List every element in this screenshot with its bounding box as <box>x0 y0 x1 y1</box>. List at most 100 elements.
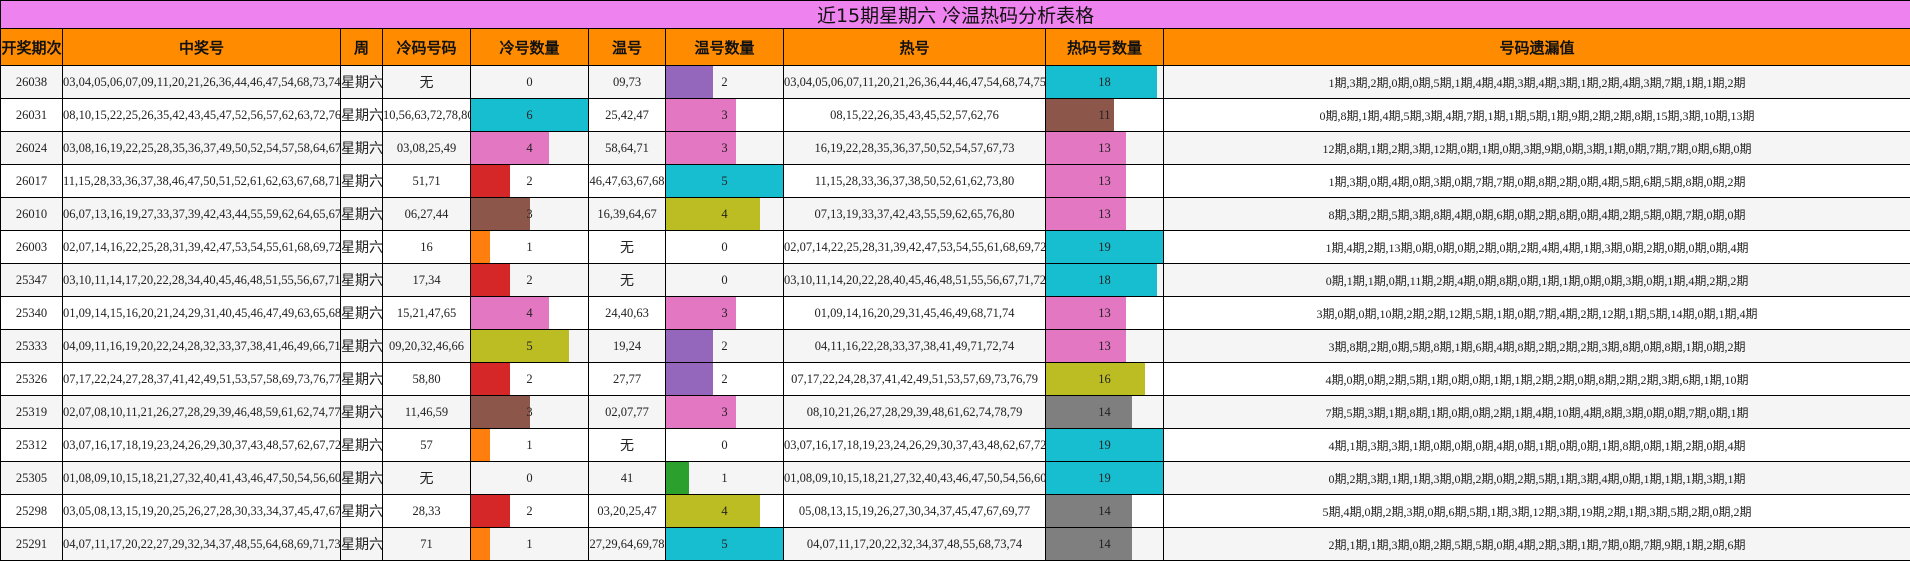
cold-count: 1 <box>470 230 589 264</box>
hot-numbers: 01,08,09,10,15,18,21,27,32,40,43,46,47,5… <box>783 461 1046 495</box>
issue-number: 25347 <box>0 263 63 297</box>
warm-count-value: 3 <box>721 140 728 155</box>
cold-count-value: 1 <box>526 437 533 452</box>
cold-numbers: 无 <box>382 65 471 99</box>
warm-count: 3 <box>665 131 784 165</box>
winning-numbers: 04,07,11,17,20,22,27,29,32,34,37,48,55,6… <box>62 527 341 561</box>
issue-number: 25326 <box>0 362 63 396</box>
cold-count-bar <box>471 396 530 428</box>
cold-count-bar <box>471 198 530 230</box>
cold-numbers: 17,34 <box>382 263 471 297</box>
warm-count-bar <box>666 132 737 164</box>
cold-count: 0 <box>470 461 589 495</box>
warm-count: 0 <box>665 230 784 264</box>
hot-numbers: 01,09,14,16,20,29,31,45,46,49,68,71,74 <box>783 296 1046 330</box>
cold-count: 2 <box>470 164 589 198</box>
hot-count-value: 18 <box>1098 272 1111 287</box>
warm-numbers: 无 <box>588 263 666 297</box>
cold-count-bar <box>471 165 510 197</box>
warm-count-value: 0 <box>721 239 728 254</box>
cold-count: 2 <box>470 263 589 297</box>
hot-count: 13 <box>1045 197 1164 231</box>
weekday: 星期六 <box>340 461 383 495</box>
cold-count-value: 4 <box>526 140 533 155</box>
hot-numbers: 04,11,16,22,28,33,37,38,41,49,71,72,74 <box>783 329 1046 363</box>
cold-count-value: 6 <box>526 107 533 122</box>
table-row: 25305 01,08,09,10,15,18,21,27,32,40,41,43… <box>0 461 1910 495</box>
table-row: 25298 03,05,08,13,15,19,20,25,26,27,28,30… <box>0 494 1910 528</box>
hot-count: 13 <box>1045 329 1164 363</box>
weekday: 星期六 <box>340 164 383 198</box>
hot-count-value: 13 <box>1098 140 1111 155</box>
missing-values: 12期,8期,1期,2期,3期,12期,0期,1期,0期,3期,9期,0期,3期… <box>1162 131 1910 165</box>
hot-count-bar <box>1046 132 1127 164</box>
table-row: 25319 02,07,08,10,11,21,26,27,28,29,39,46… <box>0 395 1910 429</box>
warm-count: 0 <box>665 428 784 462</box>
missing-values: 0期,1期,1期,0期,11期,2期,4期,0期,8期,0期,1期,1期,0期,… <box>1162 263 1910 297</box>
warm-numbers: 19,24 <box>588 329 666 363</box>
table-row: 25340 01,09,14,15,16,20,21,24,29,31,40,45… <box>0 296 1910 330</box>
hot-numbers: 03,04,05,06,07,11,20,21,26,36,44,46,47,5… <box>783 65 1046 99</box>
warm-count: 2 <box>665 329 784 363</box>
warm-count: 4 <box>665 197 784 231</box>
hot-count: 19 <box>1045 230 1164 264</box>
warm-numbers: 24,40,63 <box>588 296 666 330</box>
missing-values: 3期,0期,0期,10期,2期,2期,12期,5期,1期,0期,7期,4期,2期… <box>1162 296 1910 330</box>
hot-count-bar <box>1046 363 1145 395</box>
winning-numbers: 02,07,08,10,11,21,26,27,28,29,39,46,48,5… <box>62 395 341 429</box>
winning-numbers: 07,17,22,24,27,28,37,41,42,49,51,53,57,5… <box>62 362 341 396</box>
cold-count-bar <box>471 231 491 263</box>
warm-numbers: 无 <box>588 230 666 264</box>
table-row: 26024 03,08,16,19,22,25,28,35,36,37,49,50… <box>0 131 1910 165</box>
weekday: 星期六 <box>340 197 383 231</box>
hot-numbers: 08,15,22,26,35,43,45,52,57,62,76 <box>783 98 1046 132</box>
hot-numbers: 16,19,22,28,35,36,37,50,52,54,57,67,73 <box>783 131 1046 165</box>
warm-numbers: 25,42,47 <box>588 98 666 132</box>
winning-numbers: 01,09,14,15,16,20,21,24,29,31,40,45,46,4… <box>62 296 341 330</box>
cold-count-bar <box>471 264 510 296</box>
warm-count-value: 5 <box>721 173 728 188</box>
header-winning-numbers: 中奖号 <box>62 28 341 66</box>
cold-count: 6 <box>470 98 589 132</box>
hot-count-value: 14 <box>1098 404 1111 419</box>
hot-count-value: 13 <box>1098 338 1111 353</box>
weekday: 星期六 <box>340 395 383 429</box>
hot-count-value: 18 <box>1098 74 1111 89</box>
weekday: 星期六 <box>340 494 383 528</box>
cold-numbers: 51,71 <box>382 164 471 198</box>
cold-numbers: 03,08,25,49 <box>382 131 471 165</box>
weekday: 星期六 <box>340 329 383 363</box>
warm-count-value: 2 <box>721 74 728 89</box>
winning-numbers: 03,08,16,19,22,25,28,35,36,37,49,50,52,5… <box>62 131 341 165</box>
table-row: 25326 07,17,22,24,27,28,37,41,42,49,51,53… <box>0 362 1910 396</box>
warm-count-value: 1 <box>721 470 728 485</box>
warm-count-value: 3 <box>721 404 728 419</box>
hot-count: 18 <box>1045 263 1164 297</box>
cold-numbers: 10,56,63,72,78,80 <box>382 98 471 132</box>
cold-count: 2 <box>470 494 589 528</box>
table-row: 25333 04,09,11,16,19,20,22,24,28,32,33,37… <box>0 329 1910 363</box>
warm-count-value: 4 <box>721 503 728 518</box>
hot-count-value: 19 <box>1098 239 1111 254</box>
winning-numbers: 03,05,08,13,15,19,20,25,26,27,28,30,33,3… <box>62 494 341 528</box>
missing-values: 4期,1期,3期,3期,1期,0期,0期,0期,4期,0期,1期,0期,0期,1… <box>1162 428 1910 462</box>
header-weekday: 周 <box>340 28 383 66</box>
header-missing-values: 号码遗漏值 <box>1162 28 1910 66</box>
hot-count-bar <box>1046 99 1114 131</box>
issue-number: 25305 <box>0 461 63 495</box>
warm-count-value: 2 <box>721 371 728 386</box>
warm-count-bar <box>666 198 760 230</box>
hot-count-value: 13 <box>1098 206 1111 221</box>
header-cold-numbers: 冷码号码 <box>382 28 471 66</box>
issue-number: 26010 <box>0 197 63 231</box>
issue-number: 26031 <box>0 98 63 132</box>
hot-count: 13 <box>1045 296 1164 330</box>
warm-count-value: 2 <box>721 338 728 353</box>
warm-count-bar <box>666 462 690 494</box>
warm-numbers: 58,64,71 <box>588 131 666 165</box>
cold-count-value: 1 <box>526 239 533 254</box>
issue-number: 25319 <box>0 395 63 429</box>
table-row: 25312 03,07,16,17,18,19,23,24,26,29,30,37… <box>0 428 1910 462</box>
cold-numbers: 11,46,59 <box>382 395 471 429</box>
